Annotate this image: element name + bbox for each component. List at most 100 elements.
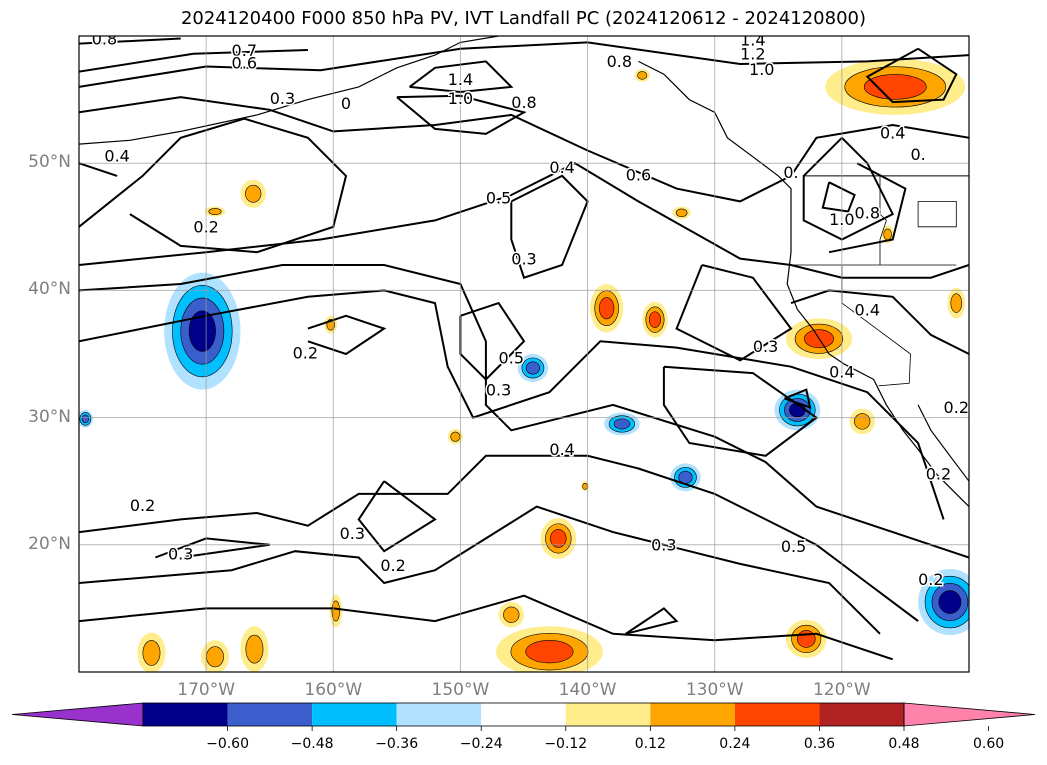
pc-fill-blob [938,590,962,614]
pc-fill-blob [450,431,461,442]
pv-contour [675,264,793,362]
contour-label: 0.6 [232,53,257,72]
pc-fill-blob [208,208,222,215]
lon-tick-label: 150°W [431,680,490,700]
colorbar-tick-label: −0.24 [460,736,503,752]
colorbar-extend-low [11,702,144,727]
colorbar-tick-label: −0.48 [291,736,334,752]
contour-label: 1.2 [740,45,765,64]
pv-contour [79,505,881,635]
contour-label-layer: 0.80.70.60.3 00.41.41.0 0.80.81.41.21.00.4… [90,29,969,590]
pc-fill-layer [79,58,969,672]
colorbar-segment [650,703,735,726]
colorbar-segment [312,703,397,726]
state-border [879,175,887,265]
pv-contour [79,289,945,520]
pc-fill-blob [525,640,574,664]
pv-contour [79,41,969,88]
contour-label: 0.4 [549,440,574,459]
lat-tick-label: 20°N [28,533,71,554]
pv-contour [79,162,969,279]
pv-contour [79,49,308,73]
pc-fill-blob [503,606,520,623]
contour-label: 0.2 [193,218,218,237]
pv-contour [784,388,812,409]
contour-label: 0.2 [380,556,405,575]
pc-fill-blob [550,529,567,548]
pc-fill-blob [188,310,216,352]
colorbar-segment [565,703,651,726]
contour-label: 0. [911,145,926,164]
pv-contour [625,607,679,635]
lon-tick-label: 160°W [304,680,363,700]
pc-fill-blob [883,228,892,241]
colorbar-tick-label: 0.24 [719,736,750,752]
contour-label: 0.4 [880,123,905,142]
pc-fill-blob [331,600,341,622]
pc-fill-blob [796,630,816,648]
lat-tick-label: 30°N [28,406,71,427]
lat-tick-label: 40°N [28,279,71,300]
contour-label: 0.2 [918,570,943,589]
colorbar-tick-label: 0.36 [804,736,835,752]
contour-label: 0.3 [486,380,511,399]
colorbar-segment [819,703,904,726]
pv-contour [408,60,514,94]
colorbar-tick-label: 0.12 [635,736,666,752]
pv-contour [396,94,527,135]
contour-label: 0. [783,163,798,182]
pv-contour [821,181,856,213]
coastline [917,404,969,501]
pc-fill-blob [649,311,661,328]
pc-fill-blob [854,413,871,430]
colorbar-segment [481,703,566,726]
pv-contour [510,174,589,279]
contour-label: 1.4 [740,31,765,50]
pc-fill-blob [245,184,262,203]
contour-label: 0.3 [340,524,365,543]
contour-label: 0.5 [499,349,524,368]
contour-label: 0.8 [92,29,117,48]
colorbar-tick-label: 0.60 [973,736,1004,752]
contour-label: 0.8 [855,204,880,223]
state-border [917,201,957,228]
contour-label: 0.8 [511,93,536,112]
contour-label: 0.7 [232,41,257,60]
contour-label: 0.5 [486,188,511,207]
pv-contour [307,314,387,356]
lat-tick-label: 50°N [28,152,71,173]
coastline [638,60,969,508]
pc-fill-blob [613,418,631,430]
colorbar-segment [396,703,482,726]
contour-label: 1.4 [448,70,473,89]
contour-label: 0.3 [651,536,676,555]
contour-label: 0.2 [944,398,969,417]
contour-label: 0.3 [511,249,536,268]
pv-contour [79,117,348,254]
pv-contour [865,47,958,104]
contour-label: 0.6 [626,165,651,184]
colorbar-tick-label: 0.48 [888,736,919,752]
contour-label: 0.2 [926,464,951,483]
pc-fill-blob [598,297,615,320]
pv-contour [79,454,919,622]
lon-tick-label: 170°W [177,680,236,700]
pv-contour [790,289,969,355]
pv-contour [154,537,270,559]
colorbar-tick-label: −0.12 [544,736,587,752]
contour-label: 0 [341,94,351,113]
pc-fill-blob [637,71,648,80]
contour-label: 0.2 [130,496,155,515]
pc-fill-blob [863,74,927,100]
colorbar-segment [227,703,313,726]
pc-fill-blob [245,634,264,664]
lon-tick-label: 140°W [558,680,617,700]
lon-tick-label: 130°W [685,680,744,700]
contour-label: 0.5 [781,537,806,556]
pv-contour [79,594,894,661]
colorbar-segment [143,703,228,726]
pc-fill-blob [950,293,963,313]
colorbar-extend-high [903,702,1036,727]
